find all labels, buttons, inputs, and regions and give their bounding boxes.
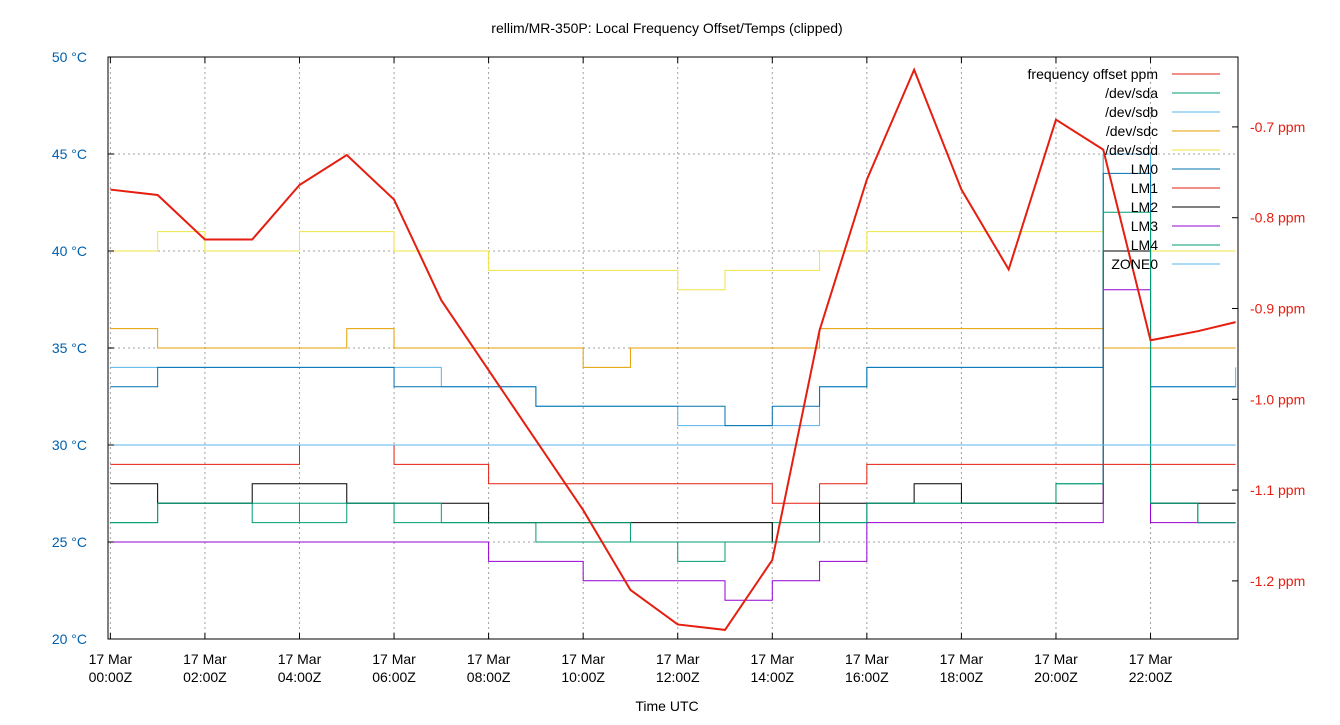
y-left-tick-label: 30 °C [52, 437, 87, 453]
x-tick-label-time: 16:00Z [845, 669, 889, 685]
x-tick-label-date: 17 Mar [372, 651, 416, 667]
series-line-dev-sdc [110, 328, 1236, 368]
x-tick-label-time: 14:00Z [750, 669, 794, 685]
series-line-dev-sdb [110, 153, 1237, 427]
series-line-lm2 [110, 250, 1236, 543]
x-tick-label-date: 17 Mar [467, 651, 511, 667]
legend-label: /dev/sdb [1105, 104, 1158, 120]
legend: frequency offset ppm/dev/sda/dev/sdb/dev… [1028, 66, 1220, 272]
legend-label: /dev/sdc [1106, 123, 1158, 139]
x-tick-label-time: 04:00Z [278, 669, 322, 685]
x-tick-label: 17 Mar 06:00Z [372, 651, 416, 685]
x-tick-label-date: 17 Mar [656, 651, 700, 667]
y-right-tick-label: -0.7 ppm [1250, 119, 1305, 135]
y-right-tick-label: -0.8 ppm [1250, 210, 1305, 226]
legend-label: LM1 [1131, 180, 1158, 196]
legend-label: LM0 [1131, 161, 1158, 177]
x-tick-label: 17 Mar 00:00Z [89, 651, 133, 685]
x-tick-label-date: 17 Mar [1129, 651, 1173, 667]
y-left-tick-label: 40 °C [52, 243, 87, 259]
x-tick-label-time: 20:00Z [1034, 669, 1078, 685]
x-tick-label-date: 17 Mar [940, 651, 984, 667]
x-tick-label-time: 00:00Z [89, 669, 133, 685]
x-tick-label: 17 Mar 04:00Z [278, 651, 322, 685]
x-tick-label-date: 17 Mar [750, 651, 794, 667]
legend-label: /dev/sdd [1105, 142, 1158, 158]
legend-label: LM2 [1131, 199, 1158, 215]
x-tick-label-time: 18:00Z [940, 669, 984, 685]
x-tick-label-time: 12:00Z [656, 669, 700, 685]
x-axis-label: Time UTC [635, 698, 698, 714]
x-tick-label-date: 17 Mar [845, 651, 889, 667]
chart-title: rellim/MR-350P: Local Frequency Offset/T… [491, 20, 842, 36]
legend-label: LM4 [1131, 237, 1158, 253]
x-tick-label-time: 10:00Z [561, 669, 605, 685]
series-line-frequency-offset-ppm [110, 67, 1236, 631]
legend-label: LM3 [1131, 218, 1158, 234]
y-left-tick-label: 20 °C [52, 631, 87, 647]
x-tick-label-date: 17 Mar [89, 651, 133, 667]
x-tick-label-time: 02:00Z [183, 669, 227, 685]
series-line-lm4 [110, 211, 1236, 543]
x-tick-label: 17 Mar 14:00Z [750, 651, 794, 685]
x-tick-label: 17 Mar 16:00Z [845, 651, 889, 685]
x-tick-label-time: 08:00Z [467, 669, 511, 685]
legend-label: ZONE0 [1111, 256, 1158, 272]
y-left-tick-label: 50 °C [52, 49, 87, 65]
y-left-tick-label: 45 °C [52, 146, 87, 162]
x-tick-label-time: 22:00Z [1129, 669, 1173, 685]
x-tick-label: 17 Mar 08:00Z [467, 651, 511, 685]
x-tick-label: 17 Mar 10:00Z [561, 651, 605, 685]
series-line-lm3 [110, 289, 1236, 601]
x-tick-label: 17 Mar 02:00Z [183, 651, 227, 685]
x-tick-label-date: 17 Mar [183, 651, 227, 667]
y-right-tick-label: -0.9 ppm [1250, 301, 1305, 317]
x-tick-label-time: 06:00Z [372, 669, 416, 685]
legend-label: /dev/sda [1105, 85, 1158, 101]
series-line-dev-sda [110, 153, 1236, 562]
series-group [110, 67, 1237, 631]
series-line-lm1 [110, 444, 1236, 504]
x-tick-label: 17 Mar 20:00Z [1034, 651, 1078, 685]
y-right-tick-label: -1.2 ppm [1250, 573, 1305, 589]
y-right-tick-label: -1.1 ppm [1250, 482, 1305, 498]
x-tick-label-date: 17 Mar [561, 651, 605, 667]
x-tick-label: 17 Mar 18:00Z [940, 651, 984, 685]
y-right-tick-label: -1.0 ppm [1250, 391, 1305, 407]
x-tick-label-date: 17 Mar [278, 651, 322, 667]
legend-label: frequency offset ppm [1028, 66, 1158, 82]
series-line-dev-sdd [110, 231, 1236, 291]
y-left-tick-label: 25 °C [52, 534, 87, 550]
x-tick-label: 17 Mar 22:00Z [1129, 651, 1173, 685]
y-left-tick-label: 35 °C [52, 340, 87, 356]
series-line-lm0 [110, 172, 1236, 427]
x-tick-label: 17 Mar 12:00Z [656, 651, 700, 685]
x-tick-label-date: 17 Mar [1034, 651, 1078, 667]
